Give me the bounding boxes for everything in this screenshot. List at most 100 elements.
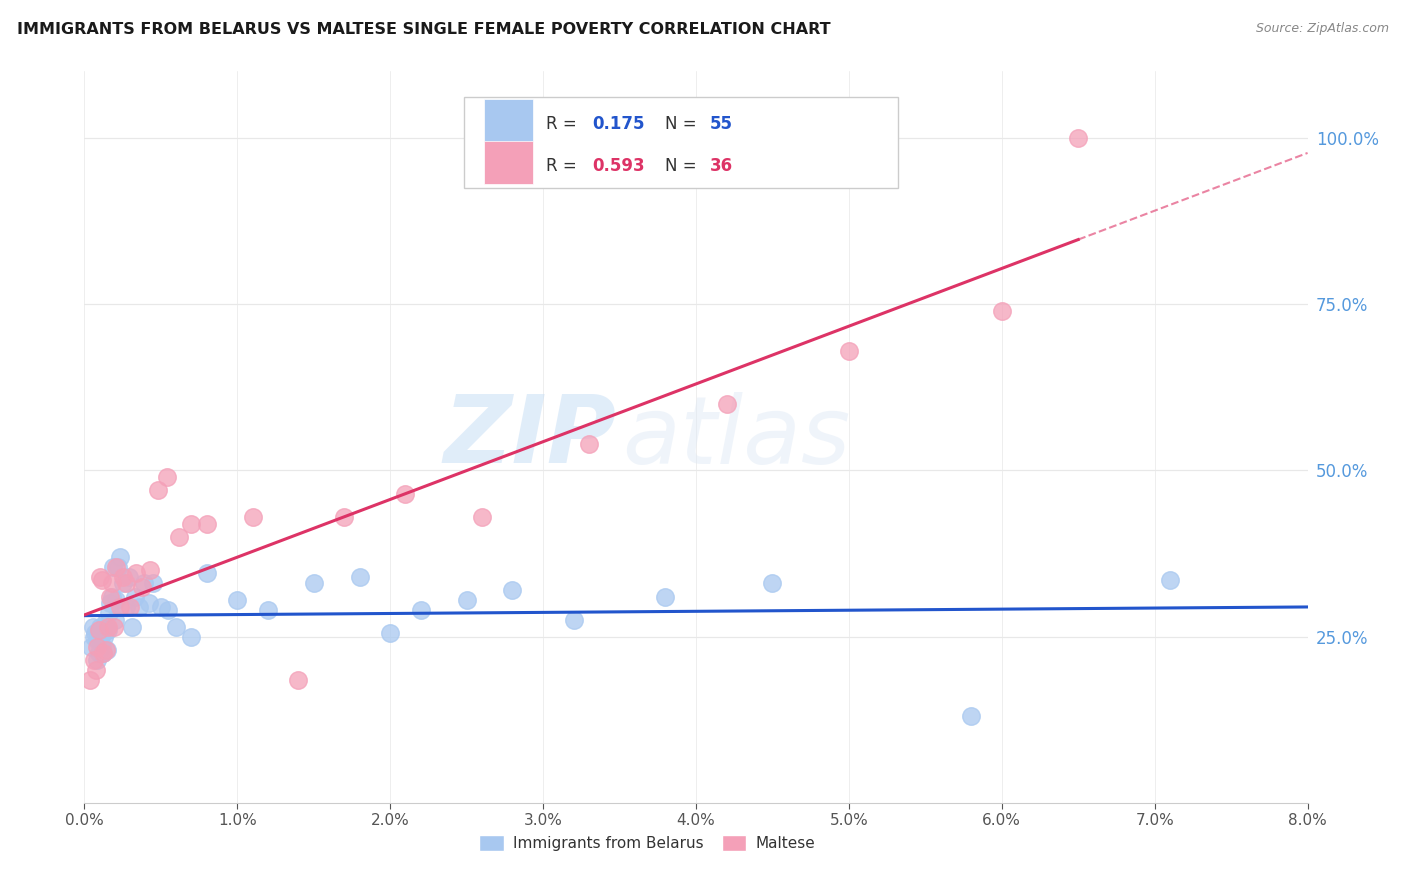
Point (125, 566, 148, 581)
Point (562, 613, 585, 627)
Text: N =: N = (665, 157, 702, 175)
Point (333, 509, 356, 524)
Point (180, 516, 202, 531)
Point (103, 559, 125, 574)
Point (96, 643, 118, 657)
Point (108, 599, 131, 614)
Point (101, 576, 124, 591)
Point (142, 576, 165, 591)
Point (409, 603, 432, 617)
Point (86, 640, 108, 654)
Point (654, 590, 676, 604)
Point (157, 603, 180, 617)
Text: 36: 36 (710, 157, 733, 175)
Text: N =: N = (665, 115, 702, 133)
Point (91, 640, 114, 654)
Point (84, 663, 107, 677)
Point (111, 570, 134, 584)
Point (89, 619, 111, 633)
Text: 55: 55 (710, 115, 733, 133)
Point (97, 619, 120, 633)
Point (84, 626, 107, 640)
Point (96, 619, 118, 633)
Text: IMMIGRANTS FROM BELARUS VS MALTESE SINGLE FEMALE POVERTY CORRELATION CHART: IMMIGRANTS FROM BELARUS VS MALTESE SINGL… (17, 22, 831, 37)
Point (87, 623, 110, 637)
Point (114, 576, 136, 591)
FancyBboxPatch shape (464, 97, 898, 188)
Point (87, 646, 110, 660)
Point (108, 549, 131, 564)
Point (138, 596, 160, 610)
Point (91, 573, 114, 587)
Point (146, 483, 169, 498)
Point (838, 343, 860, 358)
Point (98, 596, 121, 610)
Point (98, 590, 121, 604)
Point (257, 603, 280, 617)
Point (101, 590, 124, 604)
Point (1159, 573, 1181, 587)
Point (578, 436, 600, 450)
Point (93, 646, 115, 660)
Point (226, 593, 249, 607)
Text: R =: R = (546, 115, 582, 133)
FancyBboxPatch shape (484, 99, 533, 142)
Point (502, 582, 524, 597)
Point (83, 630, 105, 644)
Point (131, 580, 153, 594)
Point (128, 599, 150, 614)
Point (394, 486, 416, 500)
Point (242, 509, 264, 524)
Legend: Immigrants from Belarus, Maltese: Immigrants from Belarus, Maltese (472, 830, 821, 857)
Point (90, 636, 112, 650)
Point (180, 630, 202, 644)
Text: R =: R = (546, 157, 582, 175)
Point (107, 559, 129, 574)
Point (302, 576, 325, 591)
Point (167, 530, 190, 544)
Point (103, 619, 125, 633)
FancyBboxPatch shape (484, 141, 533, 184)
Point (89, 630, 111, 644)
Point (82, 619, 104, 633)
Text: 0.175: 0.175 (592, 115, 644, 133)
Point (991, 303, 1014, 318)
Point (139, 563, 162, 577)
Point (165, 619, 187, 633)
Point (105, 559, 128, 574)
Point (80, 640, 103, 654)
Point (156, 470, 179, 484)
Point (94, 616, 117, 631)
Point (132, 576, 155, 591)
Point (94, 623, 117, 637)
Point (121, 619, 143, 633)
Text: atlas: atlas (623, 392, 851, 483)
Point (195, 516, 218, 531)
Point (716, 397, 738, 411)
Point (149, 599, 172, 614)
Point (114, 599, 136, 614)
Point (93, 630, 115, 644)
Point (761, 576, 783, 591)
Point (960, 709, 983, 723)
Point (79, 673, 101, 687)
Point (93, 626, 115, 640)
Point (87, 626, 110, 640)
Text: 0.593: 0.593 (592, 157, 644, 175)
Point (91, 646, 114, 660)
Point (456, 593, 478, 607)
Point (349, 570, 371, 584)
Point (97, 607, 120, 621)
Point (1067, 131, 1090, 145)
Point (105, 593, 128, 607)
Point (83, 653, 105, 667)
Point (287, 673, 309, 687)
Point (86, 632, 108, 647)
Text: Source: ZipAtlas.com: Source: ZipAtlas.com (1256, 22, 1389, 36)
Point (124, 590, 146, 604)
Point (111, 576, 134, 591)
Point (120, 599, 142, 614)
Point (104, 613, 127, 627)
Point (471, 509, 494, 524)
Point (380, 626, 402, 640)
